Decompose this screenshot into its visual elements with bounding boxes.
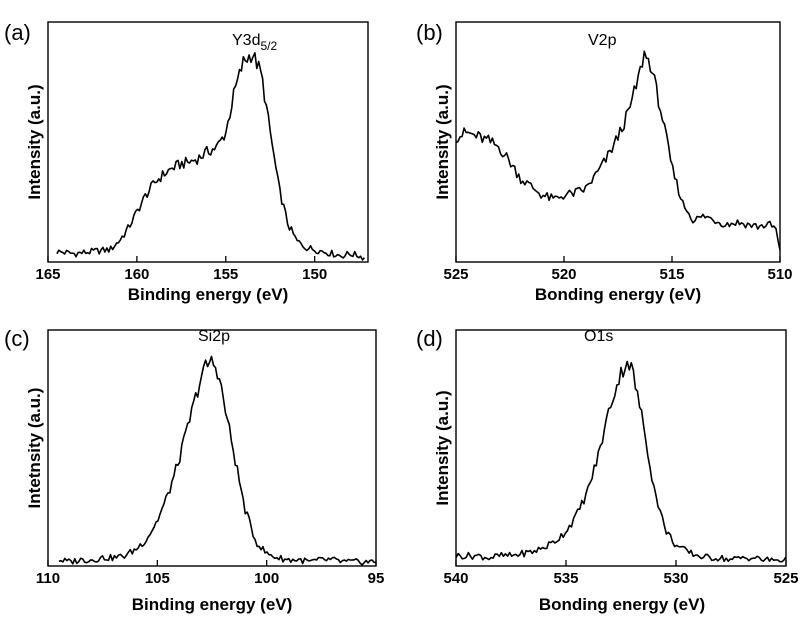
panel-d-x-tick-label: 540 — [443, 570, 468, 587]
panel-c-series-line — [58, 355, 377, 566]
panel-a-peak-label: Y3d5/2 — [232, 32, 277, 53]
panel-c-peak-label: Si2p — [198, 328, 230, 345]
panel-d-x-tick-label: 525 — [773, 570, 798, 587]
panel-d-label: (d) — [416, 326, 443, 351]
panel-d-peak-label: O1s — [584, 328, 613, 345]
panel-b-peak-main: V2p — [588, 32, 617, 49]
panel-d-x-axis-title: Bonding energy (eV) — [539, 595, 705, 614]
panel-a-x-tick-label: 165 — [35, 266, 60, 283]
panel-d-series-line — [455, 360, 787, 563]
panel-c-label: (c) — [4, 326, 30, 351]
panel-a-peak-main: Y3d — [232, 32, 260, 49]
panel-b-frame — [455, 21, 781, 263]
panel-a-x-tick-label: 160 — [124, 266, 149, 283]
panel-d-y-axis-title: Intensity (a.u.) — [433, 390, 452, 505]
panel-d-x-tick-label: 535 — [553, 570, 578, 587]
panel-b-series-line — [455, 50, 781, 251]
panel-c-x-tick-label: 95 — [368, 570, 385, 587]
panel-b-x-tick-label: 510 — [767, 266, 792, 283]
panel-a-label: (a) — [4, 20, 31, 45]
panel-d-peak-main: O1s — [584, 328, 613, 345]
panel-a-x-tick-label: 150 — [302, 266, 327, 283]
panel-c-peak-main: Si2p — [198, 328, 230, 345]
panel-c-y-axis-title: Intetnsity (a.u.) — [25, 388, 44, 509]
panel-d-x-tick-label: 530 — [663, 570, 688, 587]
panel-c-frame — [47, 329, 377, 567]
panel-c-x-tick-label: 110 — [36, 570, 60, 587]
panel-a-series-line — [56, 52, 366, 261]
panel-b: (b) V2p Bonding energy (eV) Intensity (a… — [416, 20, 793, 304]
panel-d: (d) O1s Bonding energy (eV) Intensity (a… — [416, 326, 799, 614]
panel-a-x-tick-label: 155 — [213, 266, 238, 283]
panel-b-x-axis-title: Bonding energy (eV) — [535, 285, 701, 304]
panel-c-x-axis-title: Binding energy (eV) — [132, 595, 293, 614]
panel-b-peak-label: V2p — [588, 32, 617, 49]
panel-b-x-tick-label: 520 — [551, 266, 576, 283]
panel-b-x-tick-label: 525 — [443, 266, 468, 283]
panel-b-x-tick-label: 515 — [659, 266, 684, 283]
panel-b-label: (b) — [416, 20, 443, 45]
panel-d-frame — [455, 329, 787, 567]
panel-c: (c) Si2p Binding energy (eV) Intetnsity … — [4, 326, 384, 614]
panel-a-frame — [47, 21, 369, 263]
panel-a-y-axis-title: Intensity (a.u.) — [25, 84, 44, 199]
panel-c-x-tick-label: 100 — [254, 570, 279, 587]
panel-a-x-axis-title: Binding energy (eV) — [128, 285, 289, 304]
panel-b-y-axis-title: Intensity (a.u.) — [433, 84, 452, 199]
panel-a: (a) Y3d5/2 Binding energy (eV) Intensity… — [4, 20, 369, 304]
panel-c-x-tick-label: 105 — [145, 570, 170, 587]
panel-a-peak-sub: 5/2 — [260, 39, 277, 53]
